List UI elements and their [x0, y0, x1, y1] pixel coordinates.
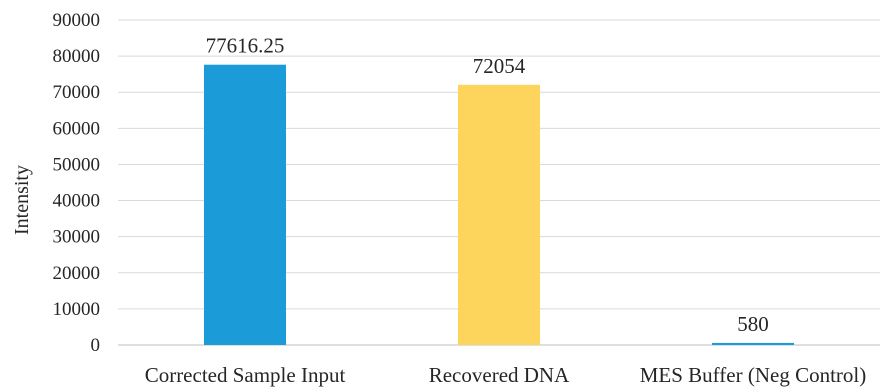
y-tick-label: 60000: [53, 118, 101, 139]
data-label: 580: [737, 312, 769, 336]
x-tick-label: Corrected Sample Input: [145, 363, 346, 387]
x-axis-labels: Corrected Sample Input Recovered DNA MES B…: [145, 363, 867, 387]
x-tick-label: Recovered DNA: [429, 363, 570, 387]
bar: [712, 342, 794, 345]
y-tick-label: 80000: [53, 46, 101, 67]
bars: [204, 64, 794, 346]
y-tick-label: 40000: [53, 191, 101, 212]
bar: [204, 64, 286, 345]
data-labels: 77616.25 72054 580: [206, 34, 769, 336]
y-axis-ticks: 0 10000 20000 30000 40000 50000 60000 70000 8000…: [53, 10, 101, 356]
y-axis-title: Intensity: [11, 165, 33, 235]
y-tick-label: 90000: [53, 10, 101, 31]
y-tick-label: 70000: [53, 82, 101, 103]
y-tick-label: 30000: [53, 227, 101, 248]
y-tick-label: 50000: [53, 154, 101, 175]
y-tick-label: 20000: [53, 263, 101, 284]
y-tick-label: 10000: [53, 299, 101, 320]
data-label: 72054: [473, 54, 526, 78]
bar: [458, 84, 540, 346]
data-label: 77616.25: [206, 34, 285, 58]
x-tick-label: MES Buffer (Neg Control): [640, 363, 867, 387]
y-tick-label: 0: [91, 335, 101, 356]
